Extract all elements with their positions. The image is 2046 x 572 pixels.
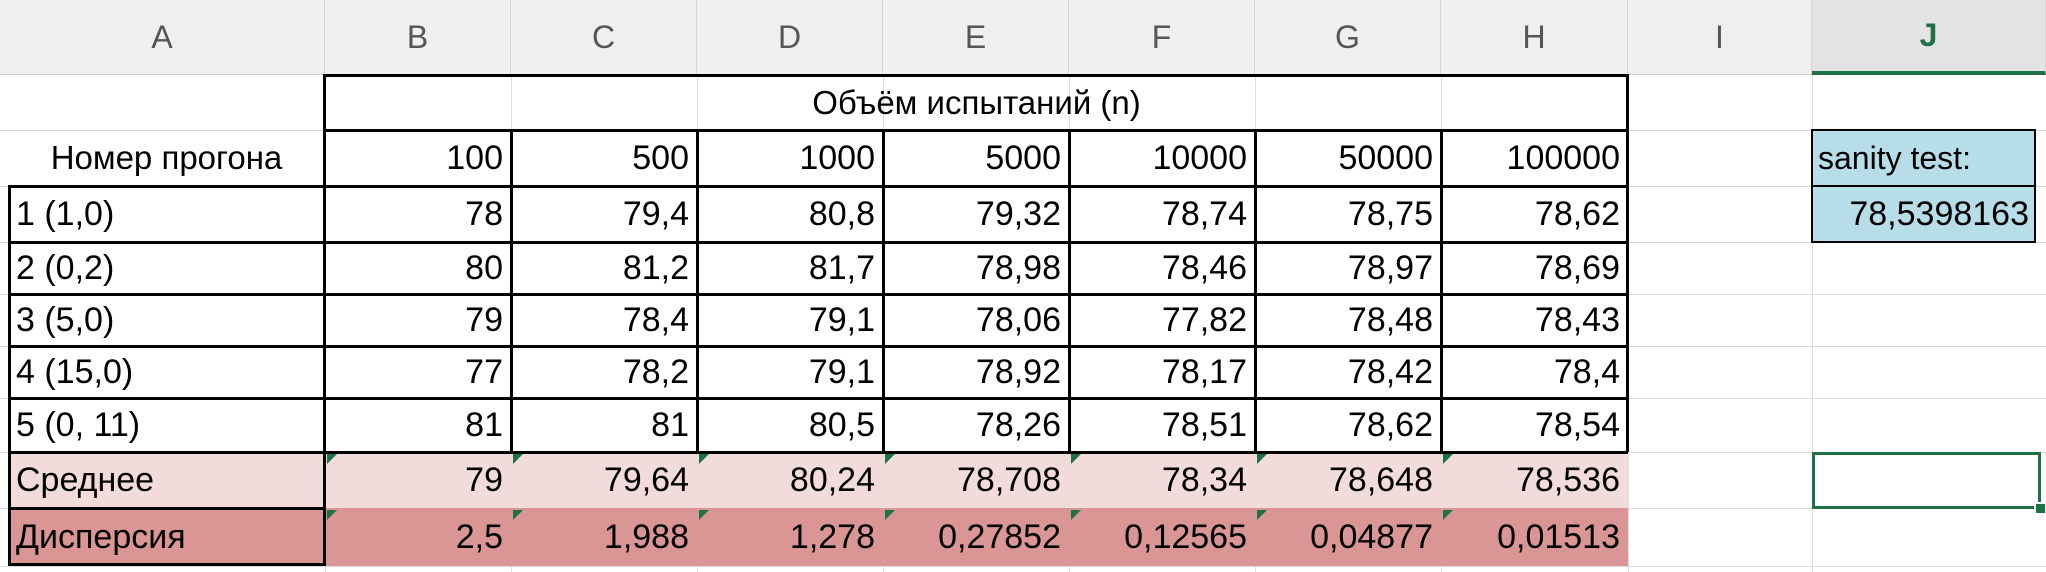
mean-value[interactable]: 78,536 xyxy=(1516,460,1620,499)
run-value[interactable]: 78,42 xyxy=(1347,352,1433,391)
run-value[interactable]: 78,4 xyxy=(622,300,689,339)
mean-label[interactable]: Среднее xyxy=(16,460,155,499)
mean-value[interactable]: 78,34 xyxy=(1161,460,1247,499)
variance-value[interactable]: 1,988 xyxy=(603,517,689,556)
run-value[interactable]: 78,97 xyxy=(1347,248,1433,287)
sample-size-cell[interactable]: 100000 xyxy=(1506,138,1620,177)
sample-size-cell[interactable]: 500 xyxy=(632,138,689,177)
run-value[interactable]: 81,2 xyxy=(622,248,689,287)
run-value[interactable]: 78,48 xyxy=(1347,300,1433,339)
run-label[interactable]: 4 (15,0) xyxy=(16,352,134,391)
run-value[interactable]: 78,51 xyxy=(1161,405,1247,444)
variance-label[interactable]: Дисперсия xyxy=(16,517,186,556)
run-value[interactable]: 78,43 xyxy=(1534,300,1620,339)
run-value[interactable]: 78,17 xyxy=(1161,352,1247,391)
run-value[interactable]: 80,5 xyxy=(808,405,875,444)
run-value[interactable]: 80,8 xyxy=(808,194,875,233)
run-label[interactable]: 1 (1,0) xyxy=(16,194,115,233)
run-value[interactable]: 79,32 xyxy=(975,194,1061,233)
column-header-e[interactable]: E xyxy=(883,0,1069,75)
run-value[interactable]: 77 xyxy=(465,352,503,391)
mean-value[interactable]: 78,648 xyxy=(1329,460,1433,499)
run-value[interactable]: 78,92 xyxy=(975,352,1061,391)
run-value[interactable]: 78,62 xyxy=(1347,405,1433,444)
run-value[interactable]: 78,06 xyxy=(975,300,1061,339)
sample-size-cell[interactable]: 5000 xyxy=(985,138,1061,177)
run-value[interactable]: 78,62 xyxy=(1534,194,1620,233)
run-value[interactable]: 78,46 xyxy=(1161,248,1247,287)
run-value[interactable]: 80 xyxy=(465,248,503,287)
mean-value[interactable]: 80,24 xyxy=(789,460,875,499)
run-value[interactable]: 77,82 xyxy=(1161,300,1247,339)
active-cell-selection[interactable] xyxy=(1812,452,2041,509)
column-header-c[interactable]: C xyxy=(511,0,697,75)
run-value[interactable]: 81,7 xyxy=(808,248,875,287)
variance-value[interactable]: 0,01513 xyxy=(1497,517,1620,556)
sanity-test-value[interactable]: 78,5398163 xyxy=(1849,194,2029,233)
run-value[interactable]: 78,54 xyxy=(1534,405,1620,444)
mean-value[interactable]: 79 xyxy=(465,460,503,499)
group-header[interactable]: Объём испытаний (n) xyxy=(812,83,1141,121)
variance-value[interactable]: 0,27852 xyxy=(938,517,1061,556)
column-header-f[interactable]: F xyxy=(1069,0,1255,75)
run-value[interactable]: 79,1 xyxy=(808,300,875,339)
column-header-d[interactable]: D xyxy=(697,0,883,75)
mean-value[interactable]: 79,64 xyxy=(603,460,689,499)
run-value[interactable]: 78 xyxy=(465,194,503,233)
variance-row-fill xyxy=(8,508,1628,566)
run-value[interactable]: 79,4 xyxy=(622,194,689,233)
sample-size-cell[interactable]: 10000 xyxy=(1152,138,1247,177)
column-header-i[interactable]: I xyxy=(1628,0,1812,75)
variance-value[interactable]: 0,12565 xyxy=(1124,517,1247,556)
variance-value[interactable]: 0,04877 xyxy=(1310,517,1433,556)
mean-row-fill xyxy=(8,452,1628,508)
column-header-b[interactable]: B xyxy=(325,0,511,75)
run-value[interactable]: 79,1 xyxy=(808,352,875,391)
run-label[interactable]: 5 (0, 11) xyxy=(16,405,141,444)
sample-size-cell[interactable]: 50000 xyxy=(1338,138,1433,177)
sample-size-cell[interactable]: 1000 xyxy=(799,138,875,177)
run-value[interactable]: 78,26 xyxy=(975,405,1061,444)
row-header-label[interactable]: Номер прогона xyxy=(50,139,283,176)
run-value[interactable]: 81 xyxy=(465,405,503,444)
run-value[interactable]: 78,2 xyxy=(622,352,689,391)
run-label[interactable]: 3 (5,0) xyxy=(16,300,115,339)
column-header-a[interactable]: A xyxy=(0,0,325,75)
run-value[interactable]: 81 xyxy=(651,405,689,444)
sample-size-cell[interactable]: 100 xyxy=(446,138,503,177)
sanity-test-label[interactable]: sanity test: xyxy=(1818,139,1971,176)
run-value[interactable]: 78,98 xyxy=(975,248,1061,287)
run-value[interactable]: 78,74 xyxy=(1161,194,1247,233)
column-header-g[interactable]: G xyxy=(1255,0,1441,75)
run-value[interactable]: 78,4 xyxy=(1553,352,1620,391)
variance-value[interactable]: 2,5 xyxy=(455,517,503,556)
run-value[interactable]: 78,69 xyxy=(1534,248,1620,287)
run-value[interactable]: 78,75 xyxy=(1347,194,1433,233)
run-value[interactable]: 79 xyxy=(465,300,503,339)
variance-value[interactable]: 1,278 xyxy=(789,517,875,556)
run-label[interactable]: 2 (0,2) xyxy=(16,248,115,287)
column-header-j[interactable]: J xyxy=(1812,0,2046,75)
fill-handle[interactable] xyxy=(2034,502,2046,515)
column-header-h[interactable]: H xyxy=(1441,0,1628,75)
mean-value[interactable]: 78,708 xyxy=(957,460,1061,499)
